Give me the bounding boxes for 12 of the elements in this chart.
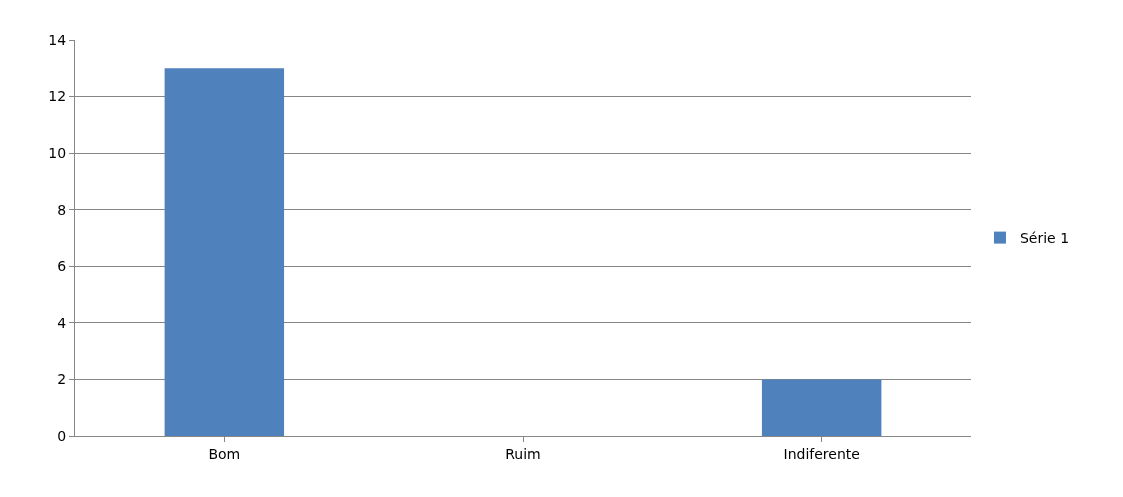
x-tick-label: Ruim — [505, 445, 541, 462]
x-tick-label: Indiferente — [783, 445, 860, 462]
y-tick-label: 2 — [57, 371, 67, 388]
y-tick-label: 10 — [48, 145, 67, 162]
legend-label: Série 1 — [1019, 230, 1070, 247]
y-tick-label: 4 — [57, 314, 67, 331]
y-tick-label: 14 — [48, 31, 67, 48]
y-tick-label: 8 — [57, 201, 67, 218]
y-tick-label: 0 — [57, 427, 67, 444]
x-tick-label: Bom — [208, 445, 241, 462]
y-tick-label: 12 — [48, 88, 67, 105]
y-tick-label: 6 — [57, 258, 67, 275]
